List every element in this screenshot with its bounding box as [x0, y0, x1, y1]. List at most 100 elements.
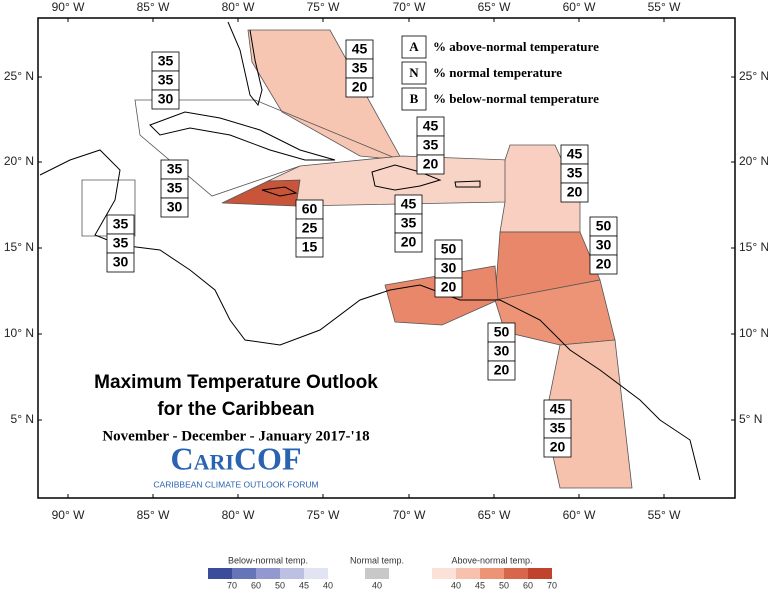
probability-value: 60: [302, 201, 318, 217]
lon-label-bottom: 70° W: [393, 508, 426, 522]
legend-tick: 50: [499, 580, 509, 590]
key-letter: A: [409, 39, 419, 54]
coast-jamaica: [261, 186, 298, 197]
probability-value: 45: [567, 146, 583, 162]
legend-swatch: [456, 568, 480, 579]
legend-group-label: Below-normal temp.: [228, 555, 308, 565]
legend-tick: 40: [451, 580, 461, 590]
probability-value: 50: [494, 324, 510, 340]
map-frame: [37, 17, 736, 499]
legend-swatch: [280, 568, 304, 579]
lat-label-right: 5° N: [739, 412, 762, 426]
logo-tagline: CARIBBEAN CLIMATE OUTLOOK FORUM: [153, 479, 318, 489]
probability-value: 30: [113, 254, 129, 270]
probability-value: 30: [596, 237, 612, 253]
lon-label-bottom: 60° W: [563, 508, 596, 522]
lon-label-top: 55° W: [648, 0, 681, 14]
key-box: [401, 35, 427, 59]
probability-cell: [543, 437, 572, 458]
lat-label-left: 10° N: [4, 326, 34, 340]
legend-tick: 45: [475, 580, 485, 590]
lat-label-right: 15° N: [739, 240, 768, 254]
probability-value: 35: [567, 165, 583, 181]
lat-label-left: 20° N: [4, 154, 34, 168]
probability-cell: [416, 154, 445, 175]
lon-label-top: 85° W: [137, 0, 170, 14]
lon-label-bottom: 65° W: [478, 508, 511, 522]
probability-cell: [560, 182, 589, 203]
lon-label-bottom: 75° W: [307, 508, 340, 522]
legend-swatch: [208, 568, 232, 579]
probability-cell: [295, 237, 324, 258]
legend-swatch: [528, 568, 552, 579]
probability-value: 35: [113, 216, 129, 232]
probability-value: 35: [401, 215, 417, 231]
probability-cell: [394, 232, 423, 253]
legend-tick: 40: [323, 580, 333, 590]
legend-tick: 45: [299, 580, 309, 590]
probability-value: 45: [401, 196, 417, 212]
lon-label-bottom: 80° W: [222, 508, 255, 522]
legend-swatch: [365, 568, 389, 579]
legend-swatch: [432, 568, 456, 579]
key-text: % above-normal temperature: [433, 39, 599, 54]
probability-cell: [487, 360, 516, 381]
probability-value: 50: [596, 218, 612, 234]
title-period: November - December - January 2017-'18: [102, 428, 369, 444]
legend-tick: 60: [251, 580, 261, 590]
probability-value: 25: [302, 220, 318, 236]
region-leeward: [499, 144, 581, 233]
coast-florida: [227, 21, 263, 107]
probability-value: 30: [441, 260, 457, 276]
legend-tick: 40: [372, 580, 382, 590]
key-box: [401, 87, 427, 111]
probability-value: 20: [494, 362, 510, 378]
lon-label-bottom: 90° W: [52, 508, 85, 522]
legend-swatch: [232, 568, 256, 579]
lon-label-top: 65° W: [478, 0, 511, 14]
lon-label-top: 75° W: [307, 0, 340, 14]
key-text: % below-normal temperature: [433, 91, 599, 106]
probability-value: 35: [352, 60, 368, 76]
region-bahamas: [247, 29, 403, 161]
probability-value: 45: [423, 118, 439, 134]
lat-label-right: 25° N: [739, 69, 768, 83]
lon-label-top: 70° W: [393, 0, 426, 14]
probability-value: 20: [401, 234, 417, 250]
key-letter: N: [409, 65, 419, 80]
probability-value: 45: [352, 41, 368, 57]
coast-puerto-rico: [454, 180, 481, 188]
lon-label-bottom: 55° W: [648, 508, 681, 522]
probability-value: 20: [352, 79, 368, 95]
probability-value: 20: [423, 156, 439, 172]
lat-label-right: 10° N: [739, 326, 768, 340]
coast-cuba: [149, 111, 336, 161]
probability-cell: [434, 277, 463, 298]
probability-value: 35: [423, 137, 439, 153]
key-letter: B: [410, 91, 419, 106]
legend-swatch: [480, 568, 504, 579]
probability-cell: [589, 254, 618, 275]
lon-label-bottom: 85° W: [137, 508, 170, 522]
probability-value: 20: [441, 279, 457, 295]
logo-name: CariCOF: [171, 440, 302, 476]
lat-label-right: 20° N: [739, 154, 768, 168]
coast-mainland: [39, 149, 701, 481]
title-line2: for the Caribbean: [157, 399, 314, 420]
key-box: [401, 61, 427, 85]
probability-value: 50: [441, 241, 457, 257]
legend-tick: 50: [275, 580, 285, 590]
probability-value: 35: [167, 161, 183, 177]
probability-value: 35: [113, 235, 129, 251]
probability-value: 20: [550, 439, 566, 455]
coastlines: [39, 21, 701, 481]
probability-value: 35: [158, 72, 174, 88]
legend-group-label: Above-normal temp.: [451, 555, 532, 565]
probability-value: 35: [158, 53, 174, 69]
probability-value: 15: [302, 239, 318, 255]
probability-value: 30: [167, 199, 183, 215]
probability-value: 20: [567, 184, 583, 200]
legend-tick: 70: [227, 580, 237, 590]
lon-label-top: 90° W: [52, 0, 85, 14]
